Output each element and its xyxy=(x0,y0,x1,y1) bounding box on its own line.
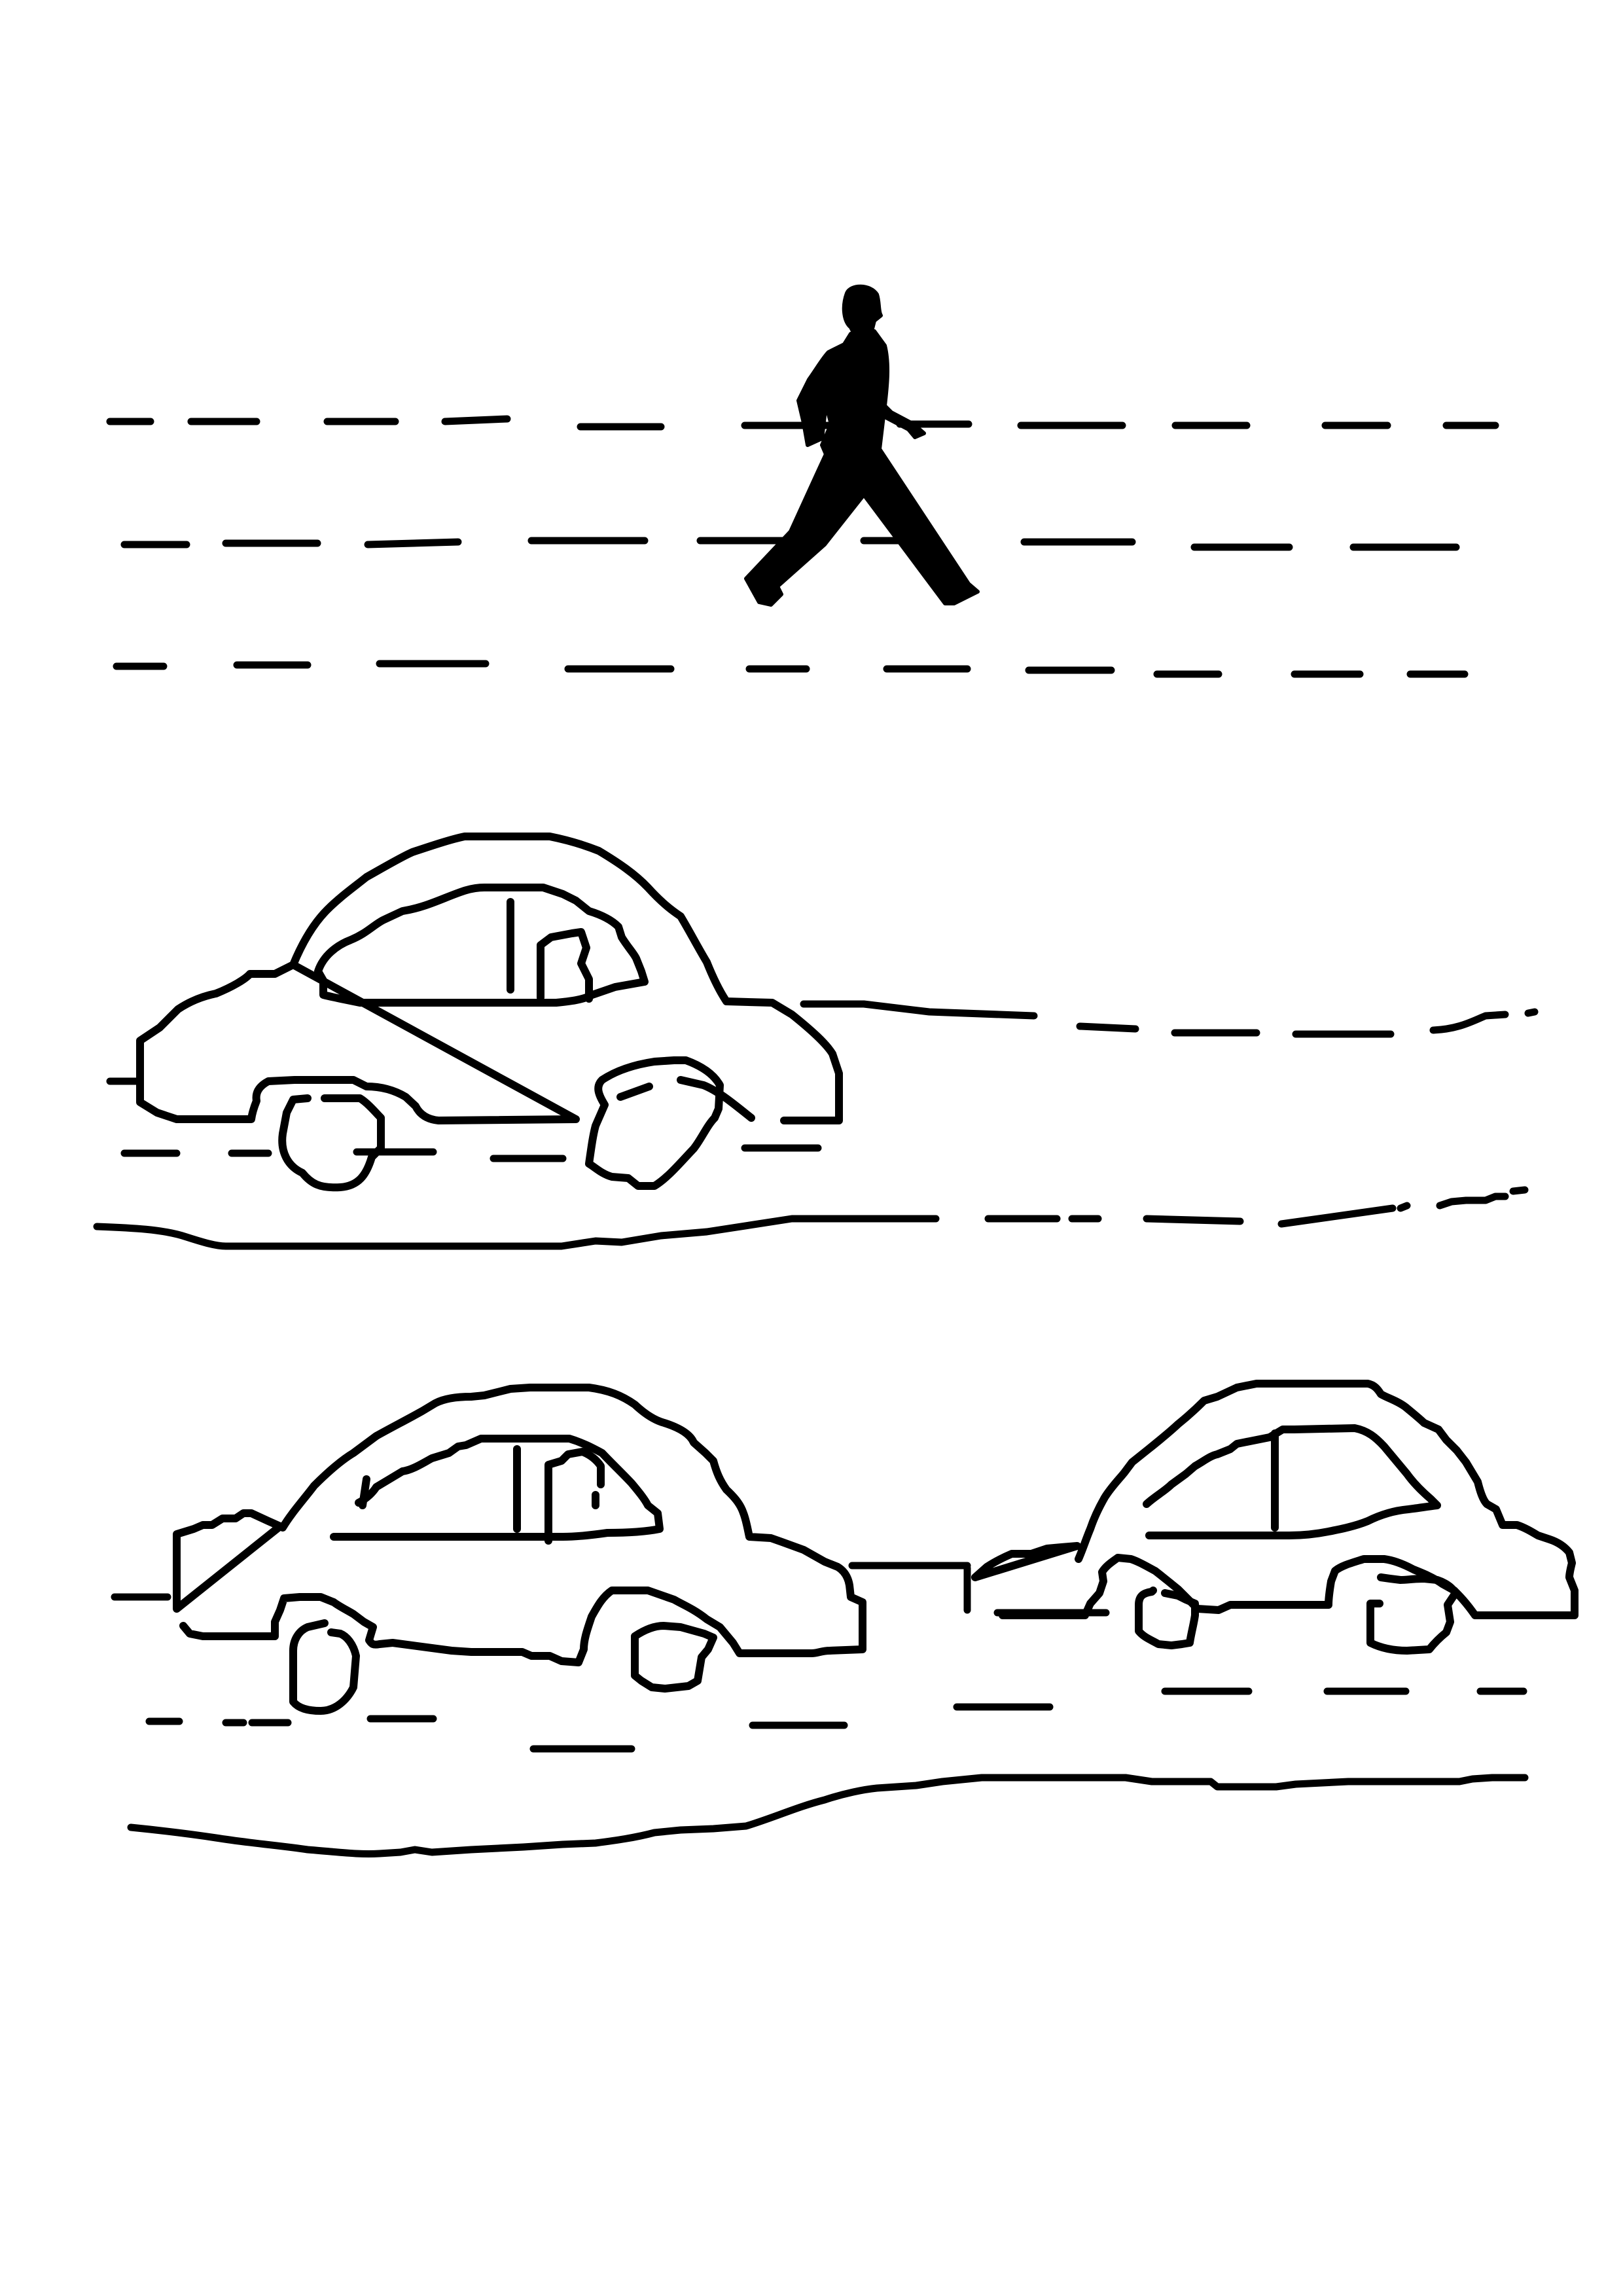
lower-right-car-front-wheel xyxy=(1366,1573,1459,1655)
lower-right-car-rear-wheel xyxy=(1135,1587,1199,1649)
crossing-line-3 xyxy=(113,660,1469,678)
lower-left-car-front-wheel xyxy=(631,1622,717,1693)
upper-road-markings xyxy=(93,1000,1539,1250)
upper-road-bottom-edge xyxy=(93,1186,1529,1250)
crossing-lane-lines xyxy=(106,415,1499,678)
lower-left-car xyxy=(173,1384,866,1715)
lower-left-car-seat xyxy=(544,1448,605,1545)
upper-road-top-edge xyxy=(800,1000,1539,1038)
lower-right-car-body xyxy=(971,1380,1578,1619)
crossing-line-1 xyxy=(106,415,1499,431)
upper-car-window xyxy=(314,884,649,1007)
upper-car xyxy=(136,833,843,1192)
pedestrian-body xyxy=(744,329,980,607)
upper-road-center-dashes xyxy=(106,1077,822,1162)
lower-left-car-window xyxy=(330,1435,664,1541)
upper-car-front-wheel xyxy=(585,1056,724,1190)
lower-road-bottom-edge xyxy=(127,1774,1529,1858)
lower-road-center-dashes xyxy=(111,1593,1527,1753)
lower-left-car-rear-wheel xyxy=(289,1619,360,1715)
lower-road-markings xyxy=(111,1562,1529,1858)
pedestrian-figure xyxy=(744,284,980,607)
lower-left-car-back-pillar xyxy=(359,1475,370,1509)
upper-car-seat xyxy=(537,928,593,1003)
lower-left-car-body xyxy=(173,1384,866,1666)
lower-right-car-window xyxy=(1143,1424,1441,1539)
pedestrian-head xyxy=(842,284,883,337)
upper-car-rear-wheel xyxy=(278,1094,385,1192)
lower-right-car xyxy=(971,1380,1578,1655)
upper-car-body xyxy=(136,833,843,1124)
